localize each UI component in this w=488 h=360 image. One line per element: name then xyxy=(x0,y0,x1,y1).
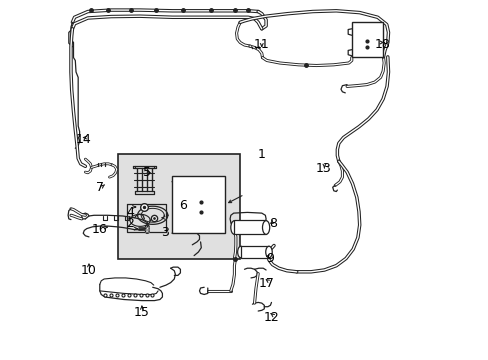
Bar xyxy=(234,220,265,234)
Text: 18: 18 xyxy=(374,39,390,51)
Text: 15: 15 xyxy=(134,306,149,319)
Text: 11: 11 xyxy=(253,39,269,51)
Text: 3: 3 xyxy=(161,226,168,239)
Text: 6: 6 xyxy=(179,199,187,212)
Bar xyxy=(171,176,224,233)
Bar xyxy=(351,22,383,57)
Text: 14: 14 xyxy=(75,133,91,146)
Ellipse shape xyxy=(265,246,272,258)
Bar xyxy=(241,246,268,258)
Text: 12: 12 xyxy=(263,311,279,324)
Text: 4: 4 xyxy=(126,206,134,219)
Text: 9: 9 xyxy=(265,252,273,265)
Ellipse shape xyxy=(230,221,238,234)
Ellipse shape xyxy=(237,246,244,258)
Ellipse shape xyxy=(262,221,269,234)
Text: 16: 16 xyxy=(92,223,107,236)
Text: 13: 13 xyxy=(315,162,331,175)
Text: 17: 17 xyxy=(258,277,274,290)
Bar xyxy=(118,154,240,259)
Text: 10: 10 xyxy=(81,264,97,276)
Text: 5: 5 xyxy=(142,166,150,179)
Text: 8: 8 xyxy=(269,217,277,230)
Text: 7: 7 xyxy=(96,181,104,194)
Text: 1: 1 xyxy=(257,148,265,161)
Text: 2: 2 xyxy=(126,217,134,230)
